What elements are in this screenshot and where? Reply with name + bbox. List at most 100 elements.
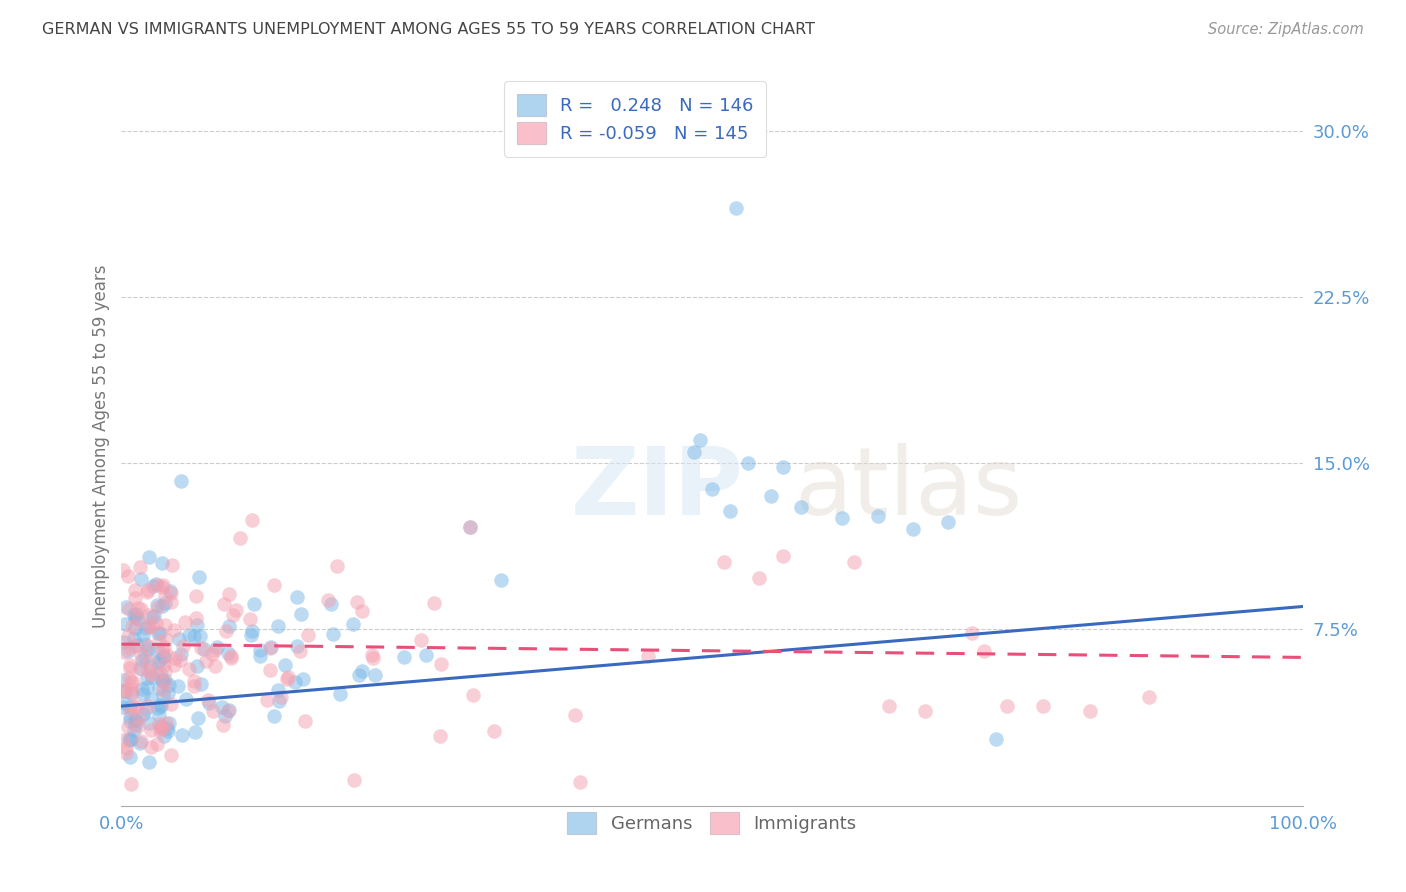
- Immigrants: [122, 699, 145, 714]
- Immigrants: [229, 531, 252, 545]
- Germans: [205, 640, 228, 655]
- Germans: [415, 648, 437, 662]
- Immigrants: [127, 601, 149, 615]
- Y-axis label: Unemployment Among Ages 55 to 59 years: Unemployment Among Ages 55 to 59 years: [93, 264, 110, 628]
- Immigrants: [118, 703, 141, 717]
- Germans: [139, 692, 162, 706]
- Immigrants: [121, 686, 143, 700]
- Immigrants: [197, 693, 219, 707]
- Germans: [724, 201, 747, 215]
- Immigrants: [163, 657, 186, 672]
- Immigrants: [461, 688, 484, 702]
- Immigrants: [316, 593, 339, 607]
- Germans: [114, 617, 136, 632]
- Immigrants: [748, 571, 770, 585]
- Immigrants: [270, 690, 292, 704]
- Germans: [135, 702, 157, 716]
- Immigrants: [129, 733, 152, 747]
- Immigrants: [239, 612, 262, 626]
- Immigrants: [111, 683, 134, 698]
- Text: GERMAN VS IMMIGRANTS UNEMPLOYMENT AMONG AGES 55 TO 59 YEARS CORRELATION CHART: GERMAN VS IMMIGRANTS UNEMPLOYMENT AMONG …: [42, 22, 815, 37]
- Germans: [122, 607, 145, 622]
- Immigrants: [201, 704, 224, 718]
- Immigrants: [117, 569, 139, 583]
- Germans: [718, 504, 741, 518]
- Immigrants: [1137, 690, 1160, 705]
- Immigrants: [973, 644, 995, 658]
- Immigrants: [127, 613, 149, 627]
- Germans: [285, 639, 308, 653]
- Immigrants: [259, 640, 281, 655]
- Immigrants: [150, 721, 173, 735]
- Immigrants: [713, 555, 735, 569]
- Germans: [700, 482, 723, 496]
- Immigrants: [215, 624, 238, 638]
- Immigrants: [121, 675, 143, 690]
- Germans: [285, 590, 308, 604]
- Germans: [155, 596, 177, 610]
- Germans: [831, 511, 853, 525]
- Immigrants: [160, 595, 183, 609]
- Immigrants: [350, 604, 373, 618]
- Immigrants: [145, 578, 167, 592]
- Immigrants: [118, 671, 141, 685]
- Germans: [117, 643, 139, 657]
- Immigrants: [118, 661, 141, 675]
- Germans: [260, 640, 283, 655]
- Germans: [120, 714, 142, 729]
- Germans: [118, 710, 141, 724]
- Germans: [124, 717, 146, 731]
- Immigrants: [222, 607, 245, 622]
- Immigrants: [217, 705, 239, 719]
- Germans: [148, 707, 170, 722]
- Germans: [190, 676, 212, 690]
- Germans: [134, 648, 156, 663]
- Germans: [118, 699, 141, 714]
- Immigrants: [172, 639, 194, 653]
- Germans: [150, 673, 173, 687]
- Immigrants: [153, 618, 176, 632]
- Germans: [218, 703, 240, 717]
- Germans: [156, 723, 179, 738]
- Immigrants: [218, 587, 240, 601]
- Immigrants: [225, 603, 247, 617]
- Germans: [135, 671, 157, 685]
- Immigrants: [160, 747, 183, 762]
- Germans: [153, 649, 176, 664]
- Germans: [157, 686, 180, 700]
- Germans: [146, 599, 169, 613]
- Immigrants: [136, 698, 159, 713]
- Germans: [188, 570, 211, 584]
- Immigrants: [842, 555, 865, 569]
- Germans: [111, 673, 134, 687]
- Immigrants: [145, 615, 167, 630]
- Immigrants: [960, 626, 983, 640]
- Germans: [150, 557, 173, 571]
- Germans: [152, 673, 174, 688]
- Germans: [186, 617, 208, 632]
- Germans: [114, 683, 136, 698]
- Germans: [150, 718, 173, 732]
- Immigrants: [152, 578, 174, 592]
- Germans: [138, 550, 160, 565]
- Germans: [134, 621, 156, 635]
- Germans: [118, 732, 141, 747]
- Text: atlas: atlas: [794, 443, 1024, 535]
- Immigrants: [772, 549, 794, 563]
- Immigrants: [288, 644, 311, 658]
- Germans: [152, 599, 174, 613]
- Germans: [148, 681, 170, 695]
- Germans: [146, 625, 169, 640]
- Immigrants: [111, 564, 134, 578]
- Germans: [142, 579, 165, 593]
- Germans: [145, 641, 167, 656]
- Germans: [129, 736, 152, 750]
- Germans: [392, 650, 415, 665]
- Immigrants: [111, 732, 134, 747]
- Immigrants: [190, 641, 212, 656]
- Germans: [141, 670, 163, 684]
- Immigrants: [184, 611, 207, 625]
- Immigrants: [294, 714, 316, 728]
- Immigrants: [183, 679, 205, 693]
- Immigrants: [482, 723, 505, 738]
